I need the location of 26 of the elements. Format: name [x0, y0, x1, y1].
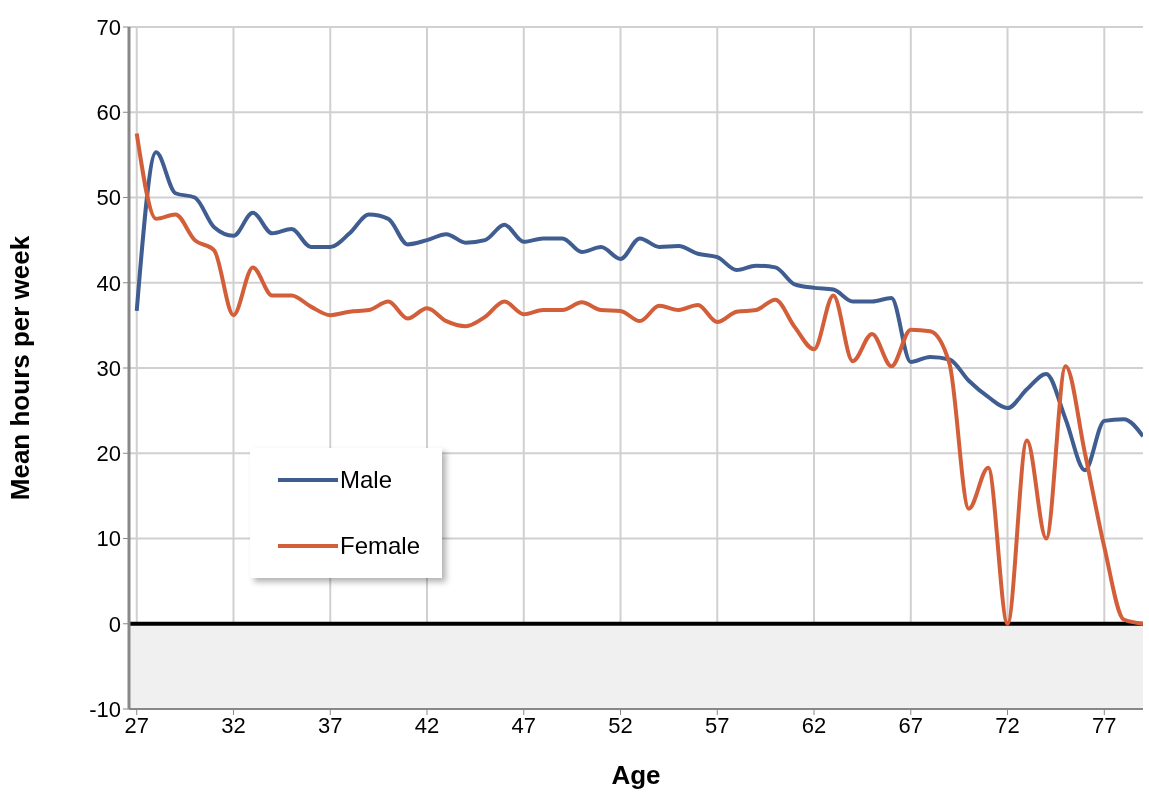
x-tick-label: 57: [705, 712, 730, 738]
x-tick-label: 37: [318, 712, 343, 738]
x-axis-title: Age: [611, 760, 661, 790]
y-tick-label: 30: [96, 355, 121, 381]
y-tick-label: 20: [96, 441, 121, 467]
x-tick-label: 67: [898, 712, 924, 738]
y-tick-label: 50: [96, 185, 121, 211]
y-tick-label: 70: [96, 14, 121, 40]
legend-label: Male: [340, 466, 393, 494]
y-tick-label: -10: [89, 696, 121, 722]
x-tick-label: 52: [608, 712, 633, 738]
y-tick-label: 10: [96, 526, 121, 552]
x-tick-label: 42: [414, 712, 440, 738]
x-tick-label: 77: [1092, 712, 1117, 738]
x-tick-label: 62: [801, 712, 827, 738]
x-tick-label: 27: [124, 712, 149, 738]
line-series: [134, 150, 1143, 473]
x-tick-label: 32: [221, 712, 246, 738]
legend-label: Female: [340, 532, 421, 560]
y-tick-label: 60: [96, 100, 121, 126]
y-tick-label: 40: [96, 270, 121, 296]
y-tick-label: 0: [108, 611, 121, 637]
y-axis-title: Mean hours per week: [5, 235, 36, 501]
line-series: [134, 131, 1143, 626]
x-tick-label: 47: [511, 712, 537, 738]
x-tick-label: 72: [995, 712, 1020, 738]
